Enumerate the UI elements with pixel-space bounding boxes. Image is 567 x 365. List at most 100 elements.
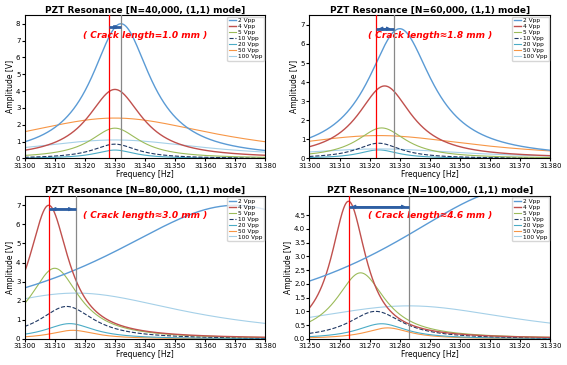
Line: 20 Vpp: 20 Vpp	[310, 324, 550, 338]
5 Vpp	[243, 155, 249, 159]
2 Vpp	[481, 192, 488, 196]
5 Vpp	[112, 126, 119, 130]
5 Vpp	[306, 320, 313, 324]
100 Vpp	[421, 304, 428, 308]
20 Vpp	[539, 336, 546, 341]
Text: ( Crack length≈1.8 mm ): ( Crack length≈1.8 mm )	[367, 31, 492, 40]
5 Vpp	[527, 155, 534, 160]
100 Vpp	[481, 311, 488, 316]
4 Vpp	[21, 270, 28, 274]
2 Vpp	[527, 146, 534, 150]
100 Vpp	[255, 320, 261, 325]
4 Vpp	[136, 111, 142, 116]
Text: ( Crack length≈3.0 mm ): ( Crack length≈3.0 mm )	[83, 211, 207, 220]
2 Vpp	[539, 188, 546, 192]
2 Vpp	[306, 136, 313, 140]
50 Vpp	[122, 335, 129, 339]
10 Vpp	[539, 336, 546, 340]
100 Vpp	[539, 154, 546, 158]
2 Vpp	[539, 147, 546, 151]
2 Vpp	[122, 24, 129, 28]
50 Vpp	[407, 330, 414, 335]
5 Vpp	[255, 155, 261, 160]
20 Vpp	[527, 336, 534, 341]
4 Vpp	[539, 153, 546, 158]
10 Vpp	[262, 156, 269, 160]
Y-axis label: Amplitude [V]: Amplitude [V]	[284, 241, 293, 294]
20 Vpp	[136, 334, 142, 339]
20 Vpp	[124, 150, 131, 154]
50 Vpp	[69, 328, 76, 333]
2 Vpp	[196, 133, 203, 137]
10 Vpp	[124, 329, 131, 334]
20 Vpp	[196, 336, 203, 340]
Line: 50 Vpp: 50 Vpp	[310, 328, 550, 339]
Line: 2 Vpp: 2 Vpp	[24, 205, 265, 288]
50 Vpp	[481, 143, 488, 148]
2 Vpp	[306, 279, 313, 283]
100 Vpp	[262, 321, 269, 326]
5 Vpp	[547, 155, 553, 160]
4 Vpp	[527, 335, 534, 339]
10 Vpp	[255, 336, 261, 340]
10 Vpp	[407, 150, 414, 154]
10 Vpp	[527, 156, 534, 160]
100 Vpp	[306, 315, 313, 320]
50 Vpp	[306, 139, 313, 143]
20 Vpp	[421, 331, 428, 336]
100 Vpp	[196, 312, 203, 316]
4 Vpp	[255, 153, 261, 157]
4 Vpp	[421, 327, 428, 331]
2 Vpp	[547, 148, 553, 153]
50 Vpp	[409, 135, 416, 139]
Line: 20 Vpp: 20 Vpp	[24, 324, 265, 338]
10 Vpp	[547, 336, 553, 340]
Title: PZT Resonance [N=80,000, (1,1) mode]: PZT Resonance [N=80,000, (1,1) mode]	[45, 186, 245, 195]
50 Vpp	[527, 147, 534, 152]
2 Vpp	[21, 286, 28, 290]
10 Vpp	[539, 156, 546, 160]
5 Vpp	[357, 270, 364, 275]
2 Vpp	[396, 27, 403, 31]
4 Vpp	[243, 335, 249, 339]
2 Vpp	[407, 36, 414, 40]
20 Vpp	[196, 155, 203, 160]
Line: 10 Vpp: 10 Vpp	[310, 143, 550, 158]
4 Vpp	[407, 323, 414, 327]
100 Vpp	[243, 319, 249, 323]
4 Vpp	[306, 306, 313, 310]
50 Vpp	[421, 136, 428, 141]
20 Vpp	[262, 336, 269, 341]
4 Vpp	[255, 335, 261, 339]
4 Vpp	[409, 114, 416, 118]
Line: 4 Vpp: 4 Vpp	[310, 201, 550, 337]
10 Vpp	[64, 304, 70, 309]
5 Vpp	[407, 141, 414, 145]
5 Vpp	[255, 335, 261, 339]
100 Vpp	[547, 321, 553, 325]
100 Vpp	[136, 139, 142, 143]
Line: 100 Vpp: 100 Vpp	[310, 306, 550, 323]
100 Vpp	[375, 147, 382, 151]
Legend: 2 Vpp, 4 Vpp, 5 Vpp, 10 Vpp, 20 Vpp, 50 Vpp, 100 Vpp: 2 Vpp, 4 Vpp, 5 Vpp, 10 Vpp, 20 Vpp, 50 …	[512, 16, 549, 61]
X-axis label: Frequency [Hz]: Frequency [Hz]	[401, 350, 459, 360]
50 Vpp	[421, 333, 428, 337]
2 Vpp	[409, 230, 416, 235]
10 Vpp	[243, 336, 249, 340]
10 Vpp	[481, 334, 488, 339]
5 Vpp	[306, 152, 313, 156]
10 Vpp	[243, 156, 249, 160]
5 Vpp	[196, 334, 203, 338]
X-axis label: Frequency [Hz]: Frequency [Hz]	[116, 170, 174, 179]
100 Vpp	[539, 320, 546, 324]
X-axis label: Frequency [Hz]: Frequency [Hz]	[116, 350, 174, 360]
2 Vpp	[232, 203, 239, 207]
10 Vpp	[527, 335, 534, 340]
4 Vpp	[112, 87, 119, 92]
Text: ( Crack length=1.0 mm ): ( Crack length=1.0 mm )	[83, 31, 207, 40]
50 Vpp	[136, 117, 142, 122]
100 Vpp	[21, 297, 28, 301]
4 Vpp	[243, 152, 249, 157]
20 Vpp	[547, 336, 553, 341]
5 Vpp	[539, 335, 546, 339]
